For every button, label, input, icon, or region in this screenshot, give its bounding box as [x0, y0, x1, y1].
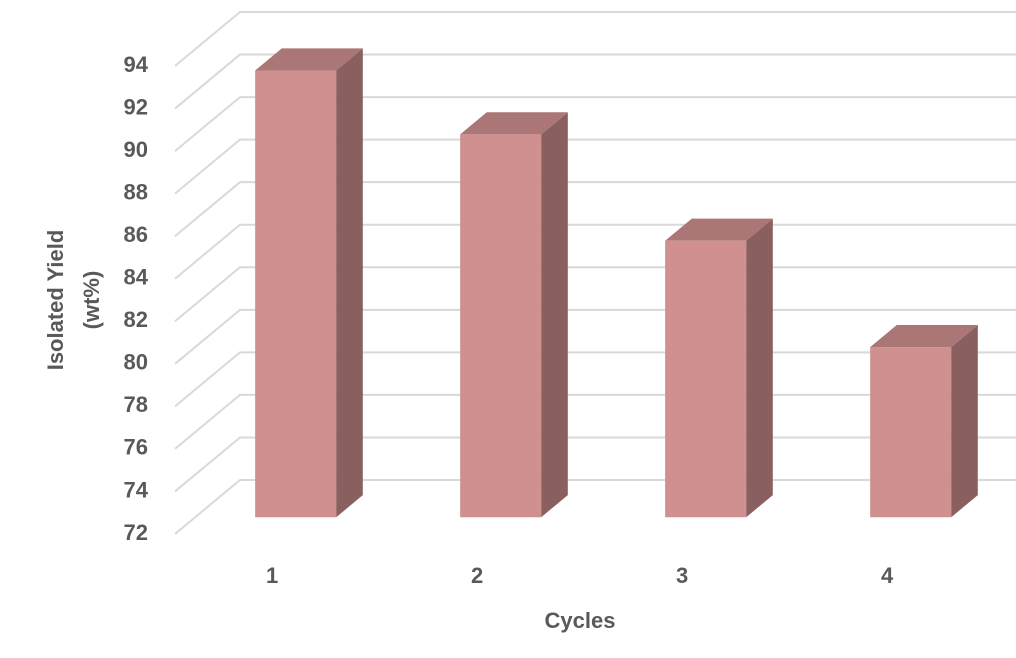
grid-line: [174, 53, 1016, 110]
bar-top: [665, 218, 773, 241]
bar: [870, 347, 952, 518]
y-axis-title-line: Isolated Yield: [43, 230, 68, 371]
x-tick-label: 3: [676, 563, 688, 588]
y-tick-label: 72: [124, 520, 148, 545]
y-tick-label: 92: [124, 94, 148, 119]
bar: [665, 240, 747, 518]
grid-line: [174, 11, 1016, 67]
y-tick-label: 90: [124, 137, 148, 162]
y-tick-label: 74: [124, 477, 149, 502]
grid-line: [174, 96, 1016, 152]
grid-line: [174, 181, 1016, 237]
y-axis-title-line: (wt%): [79, 271, 104, 330]
y-tick-label: 94: [124, 52, 149, 77]
y-tick-label: 80: [124, 350, 148, 375]
bar-side: [746, 218, 773, 518]
y-tick-label: 76: [124, 435, 148, 460]
y-tick-label: 78: [124, 392, 148, 417]
y-tick-label: 88: [124, 179, 148, 204]
bar-top: [870, 324, 978, 348]
bar-top: [460, 112, 568, 135]
y-tick-label: 84: [124, 265, 149, 290]
y-axis-title: Isolated Yield (wt%): [43, 230, 104, 371]
x-tick-label: 1: [266, 563, 278, 588]
bar-side: [951, 324, 978, 518]
bar: [460, 134, 542, 518]
bar-top: [255, 48, 363, 71]
bar-side: [336, 48, 363, 518]
x-axis-title: Cycles: [545, 608, 616, 633]
x-tick-label: 4: [881, 563, 894, 588]
y-tick-label: 86: [124, 222, 148, 247]
bar: [255, 70, 337, 518]
grid-line: [174, 138, 1016, 195]
x-tick-label: 2: [471, 563, 483, 588]
y-tick-label: 82: [124, 307, 148, 332]
bar-side: [541, 112, 568, 518]
